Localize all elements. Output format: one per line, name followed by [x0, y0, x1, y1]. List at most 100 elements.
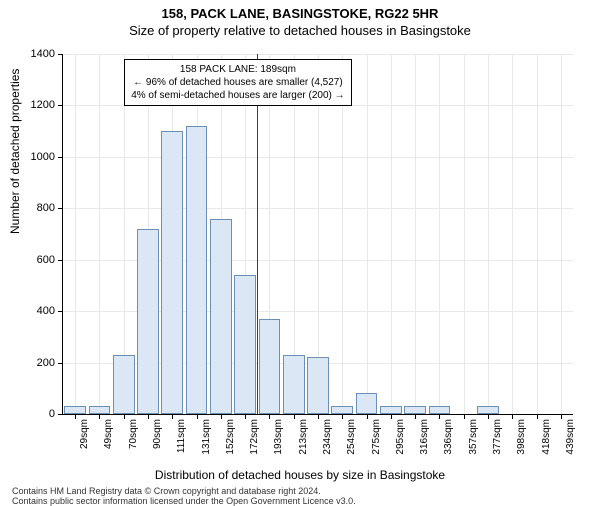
plot-region: 020040060080010001200140029sqm49sqm70sqm…: [62, 54, 573, 415]
xtick-label: 152sqm: [225, 419, 236, 455]
info-box-line2: ← 96% of detached houses are smaller (4,…: [131, 76, 344, 89]
histogram-bar: [259, 319, 281, 414]
xtick-label: 29sqm: [79, 419, 90, 449]
xtick-mark: [561, 414, 562, 419]
gridline-v: [367, 54, 368, 414]
info-box: 158 PACK LANE: 189sqm← 96% of detached h…: [124, 59, 351, 106]
gridline-v: [464, 54, 465, 414]
xtick-mark: [439, 414, 440, 419]
histogram-bar: [429, 406, 451, 414]
histogram-bar: [89, 406, 111, 414]
xtick-mark: [148, 414, 149, 419]
xtick-label: 377sqm: [492, 419, 503, 455]
xtick-label: 357sqm: [468, 419, 479, 455]
xtick-mark: [269, 414, 270, 419]
histogram-bar: [210, 219, 232, 414]
xtick-mark: [488, 414, 489, 419]
footer-copyright-1: Contains HM Land Registry data © Crown c…: [12, 486, 321, 496]
xtick-mark: [221, 414, 222, 419]
histogram-bar: [186, 126, 208, 414]
gridline-v: [537, 54, 538, 414]
xtick-mark: [464, 414, 465, 419]
xtick-label: 90sqm: [152, 419, 163, 449]
ytick-label: 1200: [15, 99, 55, 111]
ytick-label: 0: [15, 408, 55, 420]
ytick-label: 1000: [15, 151, 55, 163]
xtick-label: 234sqm: [322, 419, 333, 455]
xtick-mark: [415, 414, 416, 419]
histogram-bar: [307, 357, 329, 414]
xtick-label: 172sqm: [249, 419, 260, 455]
histogram-bar: [113, 355, 135, 414]
gridline-v: [439, 54, 440, 414]
xtick-mark: [75, 414, 76, 419]
xtick-label: 316sqm: [419, 419, 430, 455]
ytick-mark: [58, 311, 63, 312]
gridline-v: [561, 54, 562, 414]
xtick-label: 213sqm: [298, 419, 309, 455]
xtick-mark: [197, 414, 198, 419]
histogram-bar: [331, 406, 353, 414]
histogram-bar: [161, 131, 183, 414]
xtick-mark: [172, 414, 173, 419]
histogram-bar: [380, 406, 402, 414]
xtick-label: 439sqm: [565, 419, 576, 455]
title-subtitle: Size of property relative to detached ho…: [0, 23, 600, 38]
histogram-bar: [283, 355, 305, 414]
xtick-label: 275sqm: [371, 419, 382, 455]
gridline-v: [488, 54, 489, 414]
xtick-mark: [294, 414, 295, 419]
gridline-v: [99, 54, 100, 414]
xtick-mark: [342, 414, 343, 419]
ytick-mark: [58, 363, 63, 364]
ytick-label: 600: [15, 254, 55, 266]
xtick-label: 336sqm: [443, 419, 454, 455]
ytick-mark: [58, 54, 63, 55]
xtick-label: 398sqm: [516, 419, 527, 455]
xtick-label: 418sqm: [541, 419, 552, 455]
xtick-label: 111sqm: [176, 419, 187, 453]
gridline-v: [391, 54, 392, 414]
xtick-mark: [245, 414, 246, 419]
histogram-bar: [137, 229, 159, 414]
ytick-mark: [58, 157, 63, 158]
histogram-bar: [356, 393, 378, 414]
xtick-label: 254sqm: [346, 419, 357, 455]
xtick-label: 131sqm: [201, 419, 212, 455]
histogram-bar: [234, 275, 256, 414]
xtick-mark: [367, 414, 368, 419]
chart-container: 158, PACK LANE, BASINGSTOKE, RG22 5HR Si…: [0, 6, 600, 506]
ytick-label: 1400: [15, 48, 55, 60]
gridline-v: [342, 54, 343, 414]
ytick-mark: [58, 414, 63, 415]
ytick-label: 200: [15, 357, 55, 369]
gridline-v: [75, 54, 76, 414]
histogram-bar: [64, 406, 86, 414]
xtick-mark: [124, 414, 125, 419]
xtick-mark: [512, 414, 513, 419]
footer-copyright-2: Contains public sector information licen…: [12, 496, 356, 506]
histogram-bar: [477, 406, 499, 414]
xtick-mark: [318, 414, 319, 419]
xtick-mark: [537, 414, 538, 419]
ytick-mark: [58, 208, 63, 209]
xtick-mark: [99, 414, 100, 419]
xtick-label: 70sqm: [128, 419, 139, 449]
xtick-label: 295sqm: [395, 419, 406, 455]
gridline-v: [512, 54, 513, 414]
ytick-label: 800: [15, 202, 55, 214]
xtick-label: 49sqm: [103, 419, 114, 449]
ytick-label: 400: [15, 305, 55, 317]
ytick-mark: [58, 260, 63, 261]
info-box-line3: 4% of semi-detached houses are larger (2…: [131, 89, 344, 102]
reference-line: [257, 54, 259, 414]
xtick-mark: [391, 414, 392, 419]
chart-area: 020040060080010001200140029sqm49sqm70sqm…: [62, 54, 572, 414]
histogram-bar: [404, 406, 426, 414]
ytick-mark: [58, 105, 63, 106]
x-axis-label: Distribution of detached houses by size …: [0, 468, 600, 482]
xtick-label: 193sqm: [273, 419, 284, 455]
gridline-v: [415, 54, 416, 414]
title-address: 158, PACK LANE, BASINGSTOKE, RG22 5HR: [0, 6, 600, 21]
info-box-line1: 158 PACK LANE: 189sqm: [131, 63, 344, 76]
